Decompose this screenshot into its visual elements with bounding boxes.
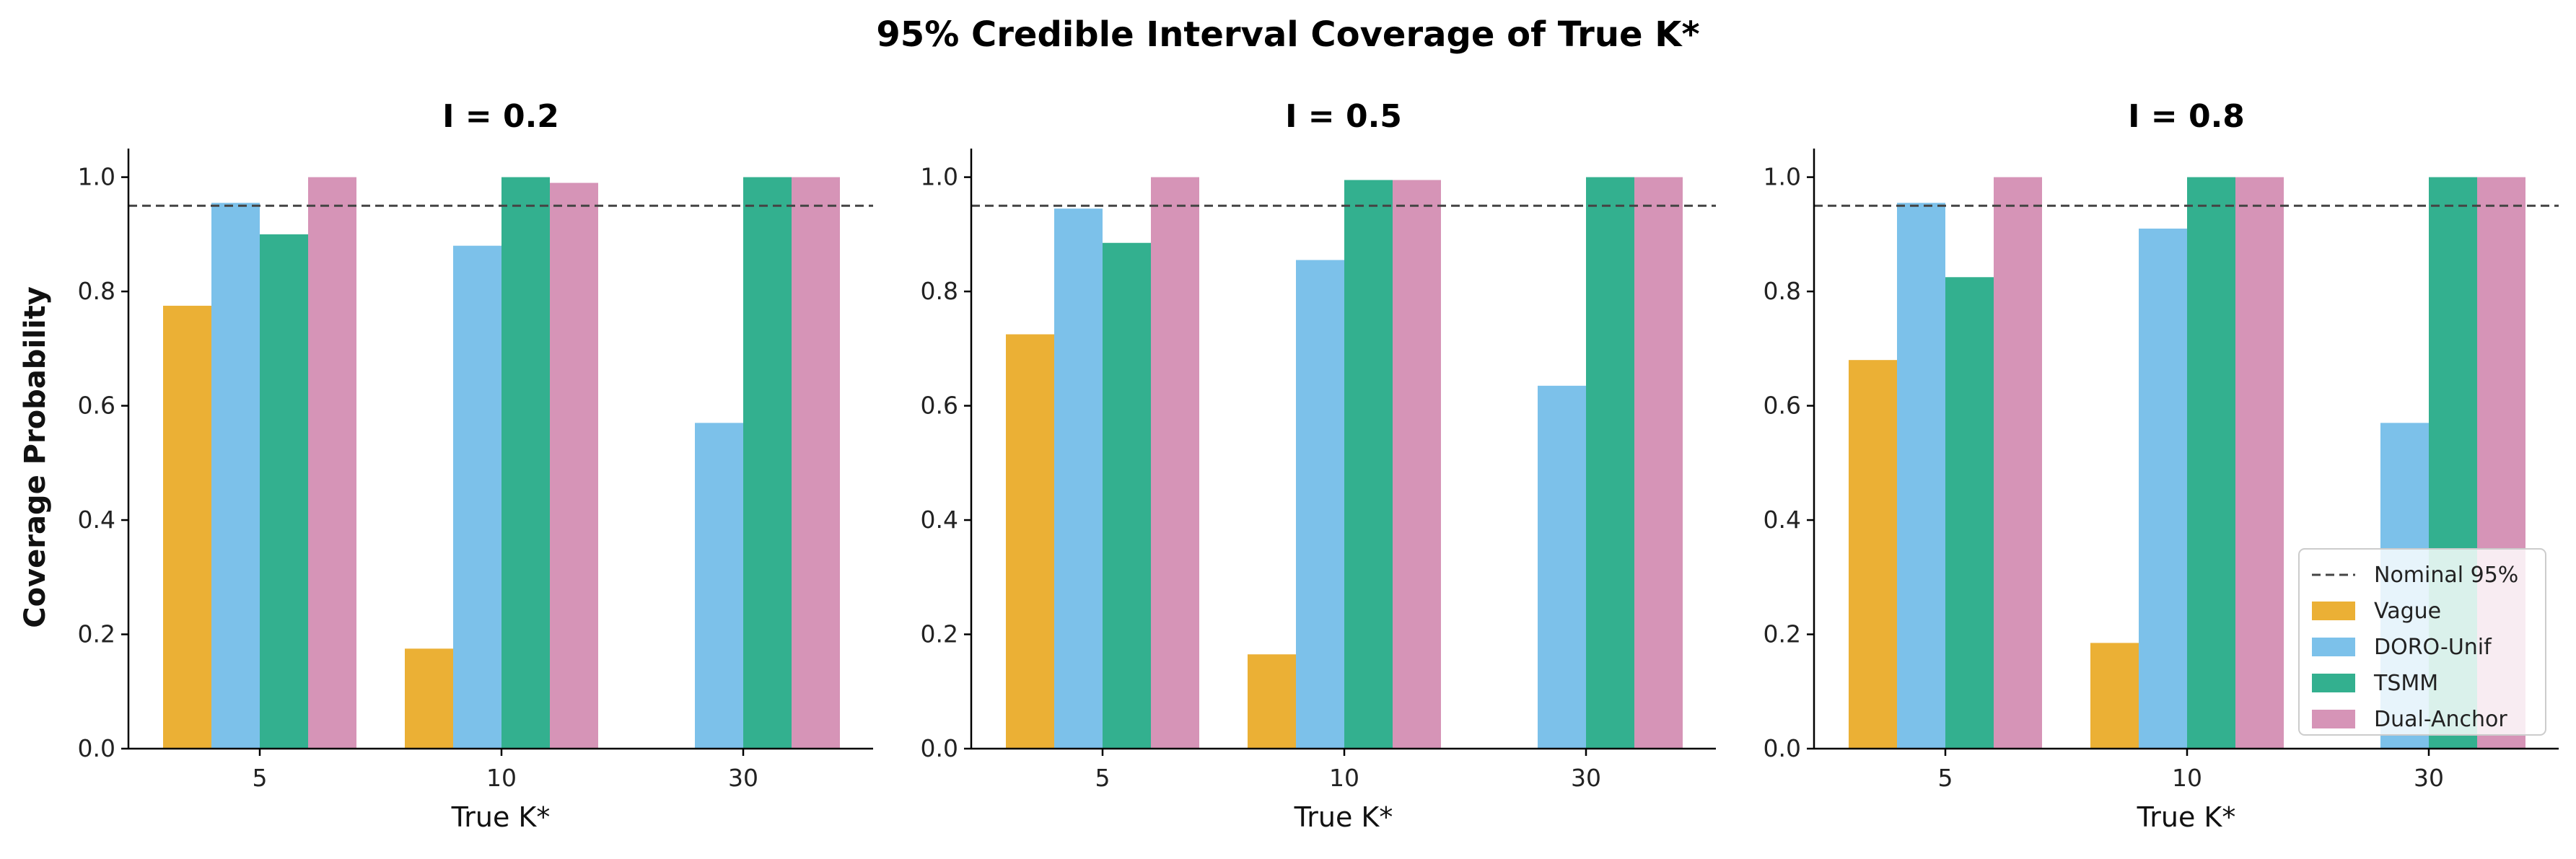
legend-label: Vague [2374,599,2441,624]
y-tick-label: 0.8 [921,277,958,305]
x-tick-label: 30 [2414,764,2444,792]
bar-dual-anchor-10 [550,182,598,749]
y-tick-label: 0.8 [78,277,115,305]
bar-dual-anchor-10 [1393,180,1441,749]
x-tick-label: 30 [1571,764,1601,792]
bar-doro-unif-5 [1897,203,1945,749]
y-tick-label: 0.2 [1764,620,1801,648]
x-axis-label: True K* [2137,801,2236,833]
bar-doro-unif-5 [211,203,260,749]
bar-vague-5 [1849,360,1897,749]
panel-2: I = 0.5 0.0 0.2 0.4 0.6 0.8 1.0 5 10 30 True K* [921,98,1716,833]
bar-dual-anchor-30 [792,177,840,749]
y-tick-label: 0.0 [921,734,958,762]
panel-1: I = 0.2 0.0 0.2 0.4 0.6 0.8 1.0 5 10 30 True K* [78,98,873,833]
y-tick-label: 0.2 [78,620,115,648]
y-tick-label: 0.0 [78,734,115,762]
bar-doro-unif-30 [695,423,743,749]
bar-dual-anchor-5 [1151,177,1199,749]
legend-swatch-tsmm [2312,674,2355,692]
bar-vague-10 [1248,654,1296,749]
y-tick-label: 1.0 [78,163,115,191]
bar-tsmm-30 [1586,177,1634,749]
x-tick-label: 10 [2172,764,2202,792]
x-tick-label: 30 [728,764,758,792]
legend-swatch-vague [2312,602,2355,620]
y-tick-label: 0.8 [1764,277,1801,305]
bar-vague-5 [1006,334,1054,749]
y-tick-label: 0.4 [78,506,115,534]
panel-title: I = 0.8 [2128,98,2245,135]
x-tick-label: 10 [1329,764,1359,792]
y-tick-label: 0.6 [78,392,115,420]
bar-tsmm-10 [1344,180,1393,749]
y-tick-label: 0.4 [1764,506,1801,534]
legend-swatch-doro-unif [2312,638,2355,656]
y-tick-label: 1.0 [1764,163,1801,191]
bar-doro-unif-5 [1054,208,1103,749]
x-tick-label: 10 [486,764,517,792]
legend-box [2298,548,2546,736]
legend-label: Nominal 95% [2374,563,2518,588]
bar-tsmm-10 [501,177,550,749]
bar-doro-unif-30 [1538,385,1586,749]
bar-vague-10 [2090,643,2139,749]
y-tick-label: 1.0 [921,163,958,191]
figure-title: 95% Credible Interval Coverage of True K… [876,14,1699,55]
legend-label: Dual-Anchor [2374,707,2507,732]
y-tick-label: 0.6 [1764,392,1801,420]
x-axis-label: True K* [1294,801,1393,833]
bar-tsmm-5 [260,234,308,749]
legend-swatch-dual-anchor [2312,710,2355,728]
y-tick-label: 0.6 [921,392,958,420]
bar-doro-unif-10 [2139,228,2187,749]
bar-dual-anchor-5 [1994,177,2042,749]
bar-tsmm-5 [1945,277,1994,749]
bar-vague-10 [405,648,453,749]
y-tick-label: 0.4 [921,506,958,534]
legend-label: TSMM [2373,671,2438,696]
x-tick-label: 5 [1938,764,1953,792]
panel-title: I = 0.5 [1285,98,1402,135]
bar-dual-anchor-5 [308,177,356,749]
legend-label: DORO-Unif [2374,635,2492,660]
bar-dual-anchor-30 [1634,177,1683,749]
x-tick-label: 5 [1095,764,1110,792]
x-tick-label: 5 [253,764,268,792]
x-axis-label: True K* [451,801,551,833]
y-tick-label: 0.2 [921,620,958,648]
panel-title: I = 0.2 [442,98,559,135]
bar-vague-5 [163,305,211,749]
bar-doro-unif-10 [453,245,501,749]
bar-dual-anchor-10 [2235,177,2284,749]
y-tick-label: 0.0 [1764,734,1801,762]
bar-tsmm-10 [2187,177,2235,749]
bar-doro-unif-10 [1296,260,1344,749]
y-axis-label: Coverage Probability [19,286,52,628]
bar-tsmm-5 [1103,242,1151,749]
bar-tsmm-30 [743,177,792,749]
legend: Nominal 95% Vague DORO-Unif TSMM Dual-Anchor [2298,548,2546,736]
